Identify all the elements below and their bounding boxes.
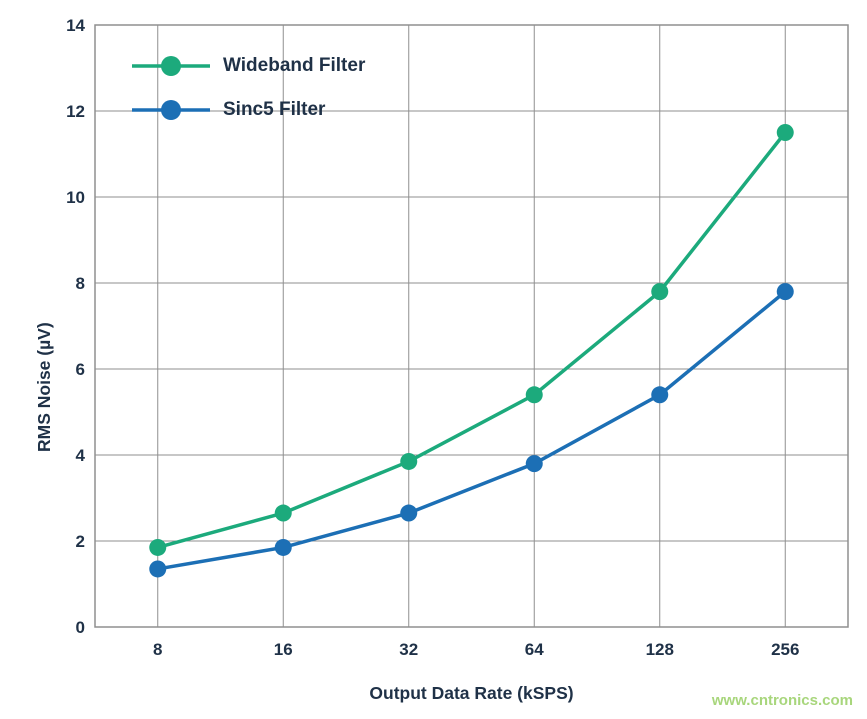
data-point-marker — [651, 283, 669, 301]
x-tick-label: 64 — [524, 640, 544, 659]
y-tick-label: 4 — [75, 446, 85, 465]
x-tick-label: 128 — [645, 640, 674, 659]
y-tick-label: 10 — [66, 188, 85, 207]
x-tick-label: 16 — [273, 640, 293, 659]
x-tick-label: 8 — [153, 640, 163, 659]
y-tick-label: 2 — [75, 532, 85, 551]
data-point-marker — [149, 538, 167, 556]
data-point-marker — [525, 455, 543, 473]
legend-item: Sinc5 Filter — [131, 88, 365, 132]
legend-swatch-icon — [132, 100, 210, 120]
y-axis-title: RMS Noise (µV) — [34, 322, 54, 452]
y-tick-label: 14 — [66, 16, 85, 35]
y-tick-label: 0 — [75, 618, 85, 637]
data-point-marker — [274, 504, 292, 522]
y-tick-label: 8 — [75, 274, 85, 293]
data-point-marker — [400, 504, 418, 522]
data-point-marker — [400, 452, 418, 470]
data-point-marker — [776, 124, 794, 141]
data-point-marker — [651, 386, 669, 404]
x-axis-title: Output Data Rate (kSPS) — [369, 683, 574, 703]
data-point-marker — [525, 386, 543, 404]
legend: Wideband Filter Sinc5 Filter — [131, 44, 365, 132]
series-line-wideband-filter — [157, 131, 787, 550]
x-tick-label: 256 — [771, 640, 800, 659]
y-tick-label: 6 — [75, 360, 85, 379]
plot-frame — [94, 24, 849, 628]
legend-swatch-icon — [132, 56, 210, 76]
legend-item: Wideband Filter — [131, 44, 365, 88]
legend-label: Wideband Filter — [223, 55, 366, 76]
data-point-marker — [274, 538, 292, 556]
x-tick-label: 32 — [399, 640, 419, 659]
watermark: www.cntronics.com — [711, 692, 853, 709]
legend-label: Sinc5 Filter — [223, 99, 326, 120]
data-point-marker — [149, 560, 167, 578]
y-tick-label: 12 — [66, 102, 85, 121]
series-line-sinc5-filter — [157, 290, 787, 571]
data-point-marker — [776, 283, 794, 301]
